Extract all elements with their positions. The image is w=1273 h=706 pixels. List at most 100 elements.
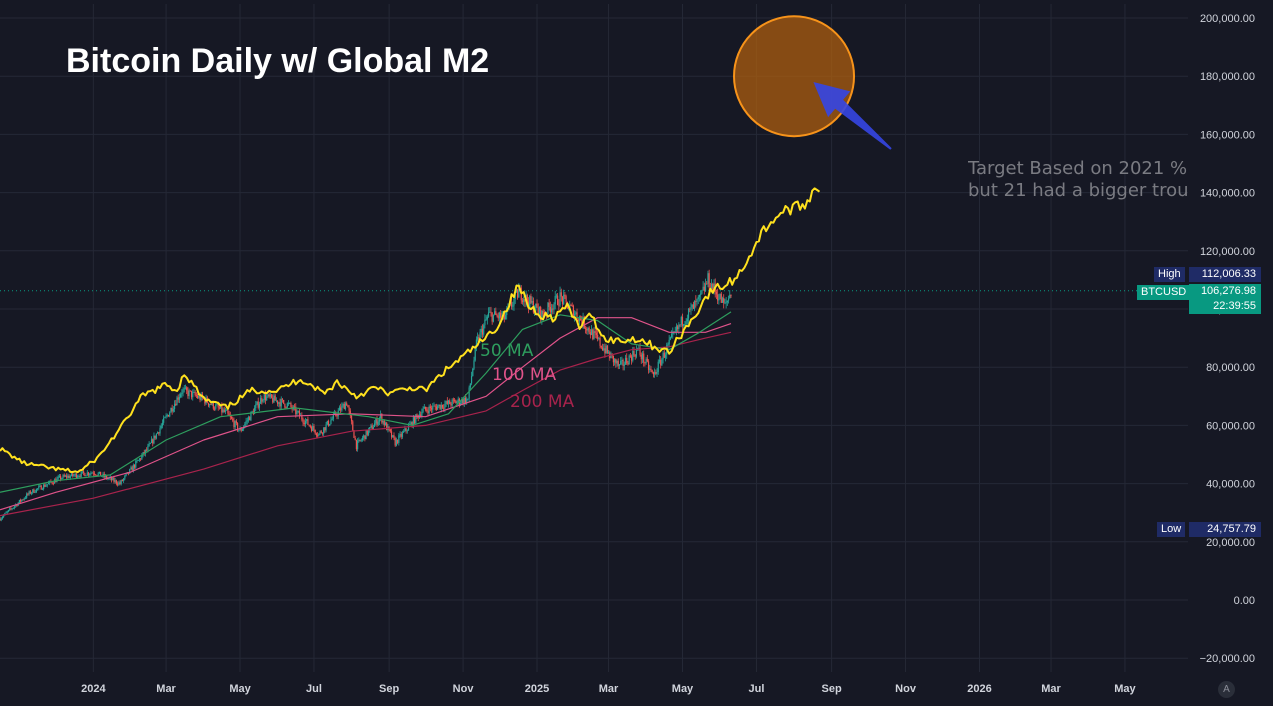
candle-body xyxy=(610,353,612,359)
candle-body xyxy=(504,315,507,320)
candle-body xyxy=(43,484,45,490)
candle-body xyxy=(474,346,476,361)
candle-body xyxy=(411,422,413,427)
candle-body xyxy=(355,439,357,450)
candle-body xyxy=(279,402,281,407)
candle-body xyxy=(239,429,241,431)
candle-body xyxy=(147,446,149,451)
candle-body xyxy=(654,372,656,375)
candle-body xyxy=(266,396,268,401)
candle-body xyxy=(523,299,525,303)
candle-body xyxy=(90,472,92,475)
candle-body xyxy=(164,417,166,418)
candle-body xyxy=(437,406,439,410)
candle-body xyxy=(277,400,279,404)
candle-body xyxy=(662,352,664,360)
candle-body xyxy=(22,499,24,501)
candle-body xyxy=(554,296,556,305)
candle-body xyxy=(443,407,445,409)
candle-body xyxy=(140,458,142,460)
candle-body xyxy=(144,449,147,454)
candle-body xyxy=(190,390,193,398)
candle-body xyxy=(660,359,662,366)
candle-body xyxy=(493,311,496,315)
candle-body xyxy=(152,439,154,444)
candle-body xyxy=(557,295,559,305)
candle-body xyxy=(646,358,648,362)
candle-body xyxy=(244,423,246,427)
candle-body xyxy=(510,302,513,307)
candle-body xyxy=(26,493,28,498)
candle-body xyxy=(549,307,551,313)
candle-body xyxy=(106,475,108,479)
candle-body xyxy=(623,364,625,366)
candle-body xyxy=(188,390,190,397)
candle-body xyxy=(200,394,202,400)
ma100-line xyxy=(0,317,732,511)
candle-body xyxy=(340,407,342,411)
candle-body xyxy=(298,411,301,416)
candle-body xyxy=(627,363,629,365)
candle-body xyxy=(397,439,399,443)
candle-body xyxy=(69,476,71,478)
target-arrow xyxy=(813,82,892,150)
candle-body xyxy=(76,476,79,478)
candle-body xyxy=(171,407,173,412)
candle-body xyxy=(16,504,18,506)
candle-body xyxy=(302,419,304,423)
candle-body xyxy=(477,337,479,340)
annotation-layer xyxy=(733,15,892,150)
candle-body xyxy=(615,359,617,364)
candle-body xyxy=(169,412,171,417)
candle-body xyxy=(209,404,211,406)
candle-body xyxy=(89,474,91,475)
candle-body xyxy=(694,300,696,309)
candle-body xyxy=(517,289,519,298)
candle-body xyxy=(390,431,393,438)
candle-body xyxy=(515,289,518,292)
candle-body xyxy=(100,471,102,477)
candle-body xyxy=(393,435,395,439)
candle-body xyxy=(154,435,156,439)
candle-body xyxy=(540,307,542,320)
candle-body xyxy=(364,435,366,440)
candle-body xyxy=(595,333,598,335)
candle-body xyxy=(158,432,160,434)
candle-body xyxy=(274,395,276,401)
x-tick-label: Sep xyxy=(379,683,399,695)
candle-body xyxy=(303,422,305,425)
candle-body xyxy=(36,488,39,490)
candle-body xyxy=(675,326,678,332)
candle-body xyxy=(601,347,604,351)
candle-body xyxy=(399,434,401,436)
candle-body xyxy=(672,332,674,335)
candle-body xyxy=(93,473,96,475)
candle-body xyxy=(87,472,90,475)
y-tick-label: 140,000.00 xyxy=(1200,188,1255,200)
auto-scale-button[interactable]: A xyxy=(1218,681,1235,698)
candle-body xyxy=(594,331,596,334)
candle-body xyxy=(470,376,473,384)
candle-body xyxy=(64,475,67,477)
candle-body xyxy=(213,408,216,410)
candle-body xyxy=(572,305,574,318)
candle-body xyxy=(95,474,97,476)
candle-body xyxy=(620,361,622,365)
countdown: 22:39:55 xyxy=(1213,300,1256,312)
candle-body xyxy=(381,414,383,423)
candle-body xyxy=(367,429,370,435)
candle-body xyxy=(263,394,265,401)
candle-body xyxy=(663,352,665,358)
candle-body xyxy=(447,400,450,404)
candle-body xyxy=(295,406,297,415)
candle-body xyxy=(116,483,119,485)
candle-body xyxy=(257,401,259,408)
candle-body xyxy=(650,368,652,371)
candle-body xyxy=(703,286,705,292)
candle-body xyxy=(309,425,311,428)
y-tick-label: 120,000.00 xyxy=(1200,246,1255,258)
x-tick-label: 2025 xyxy=(525,683,549,695)
candle-body xyxy=(261,398,263,402)
